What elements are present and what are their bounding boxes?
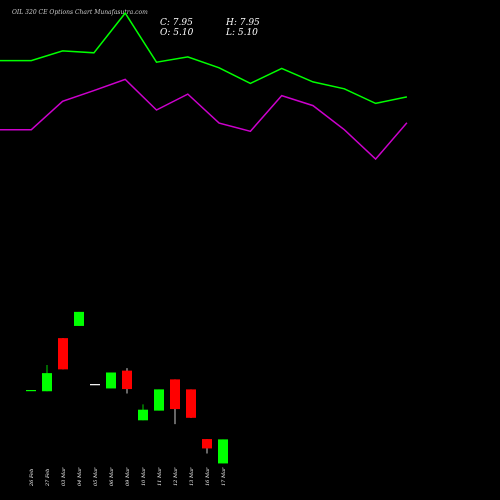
candle-10-mar xyxy=(138,404,148,421)
candle-body xyxy=(122,370,132,390)
x-tick-label: 09 Mar xyxy=(125,467,131,486)
candle-09-mar xyxy=(122,368,132,394)
candle-body xyxy=(186,389,196,418)
x-tick-label: 17 Mar xyxy=(221,467,227,486)
candle-17-mar xyxy=(218,439,228,464)
candle-26-feb xyxy=(26,390,36,392)
candle-11-mar xyxy=(154,389,164,411)
high-value: H: 7.95 xyxy=(226,18,260,28)
lower-band-line xyxy=(0,78,408,161)
candle-body xyxy=(138,409,148,421)
upper-band-line xyxy=(0,11,408,105)
candle-body xyxy=(90,384,100,386)
candle-body xyxy=(106,372,116,389)
candle-04-mar xyxy=(74,311,84,326)
candle-13-mar xyxy=(186,389,196,418)
candle-body xyxy=(218,439,228,464)
candle-05-mar xyxy=(90,384,100,386)
candle-body xyxy=(42,373,52,392)
x-tick-label: 06 Mar xyxy=(109,467,115,486)
chart-title: OIL 320 CE Options Chart Munafasutra.com xyxy=(12,9,148,16)
x-tick-label: 16 Mar xyxy=(205,467,211,486)
candle-16-mar xyxy=(202,439,212,454)
candle-12-mar xyxy=(170,379,180,425)
candle-body xyxy=(154,389,164,411)
x-tick-label: 03 Mar xyxy=(61,467,67,486)
low-value: L: 5.10 xyxy=(226,28,258,38)
x-tick-label: 05 Mar xyxy=(93,467,99,486)
candle-body xyxy=(74,311,84,326)
x-tick-label: 26 Feb xyxy=(29,469,35,487)
open-value: O: 5.10 xyxy=(160,28,194,38)
x-tick-label: 12 Mar xyxy=(173,467,179,486)
candle-03-mar xyxy=(58,338,68,370)
candle-body xyxy=(58,338,68,370)
x-tick-label: 10 Mar xyxy=(141,467,147,486)
candle-27-feb xyxy=(42,365,52,392)
candle-body xyxy=(26,390,36,392)
x-tick-label: 27 Feb xyxy=(45,469,51,487)
candle-body xyxy=(170,379,180,410)
x-tick-label: 13 Mar xyxy=(189,467,195,486)
candle-body xyxy=(202,439,212,449)
x-tick-label: 04 Mar xyxy=(77,467,83,486)
x-tick-label: 11 Mar xyxy=(157,467,163,486)
close-value: C: 7.95 xyxy=(160,18,193,28)
candle-06-mar xyxy=(106,372,116,389)
